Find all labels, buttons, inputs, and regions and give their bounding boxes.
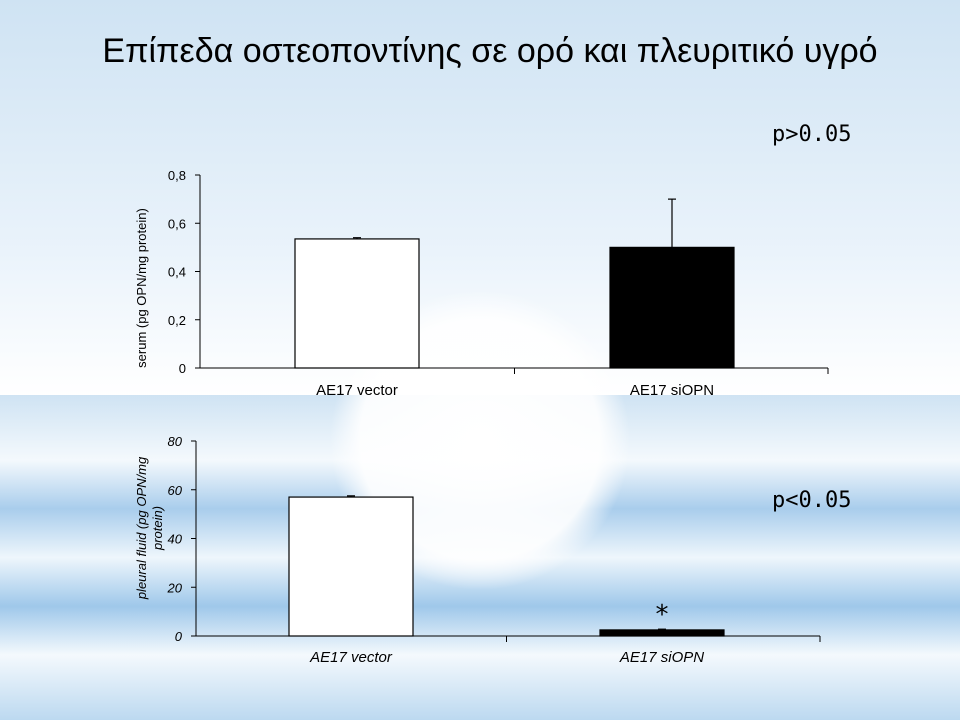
y-tick-label: 60 [168,483,183,498]
bar-ae17-vector [294,238,420,369]
p-value-serum: p>0.05 [772,122,852,147]
bar-ae17-siopn [609,246,735,369]
bar-ae17-vector [288,496,414,637]
category-label: AE17 vector [316,382,398,399]
y-tick-label: 0 [179,361,186,376]
y-axis-label: pleural fluid (pg OPN/mg [134,456,149,600]
category-label: AE17 siOPN [619,649,704,666]
y-tick-label: 40 [168,532,183,547]
y-axis-label: serum (pg OPN/mg protein) [134,208,149,368]
category-label: AE17 siOPN [630,382,714,399]
slide-title: Επίπεδα οστεοποντίνης σε ορό και πλευριτ… [102,32,878,70]
y-tick-label: 0,4 [168,265,186,280]
significance-asterisk: * [656,600,669,630]
p-value-pleural: p<0.05 [772,488,852,513]
y-axis-label: protein) [150,506,165,551]
y-tick-label: 20 [167,580,183,595]
y-tick-label: 80 [168,434,183,449]
category-label: AE17 vector [309,649,393,666]
y-tick-label: 0,2 [168,313,186,328]
y-tick-label: 0,6 [168,216,186,231]
y-tick-label: 0,8 [168,168,186,183]
bar-ae17-siopn [599,629,725,637]
y-tick-label: 0 [175,629,183,644]
